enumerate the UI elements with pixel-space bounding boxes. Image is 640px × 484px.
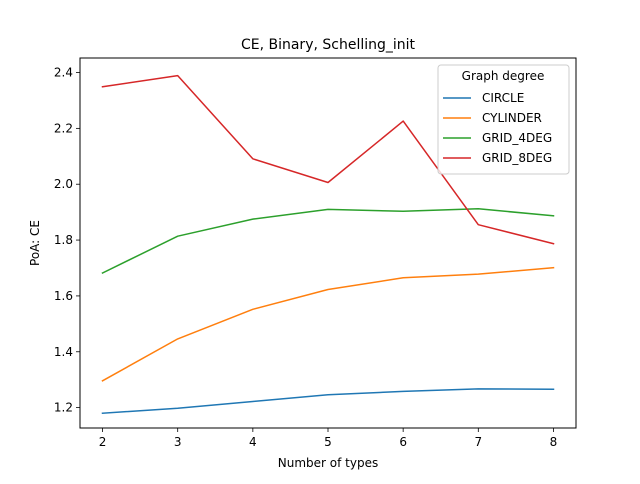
x-axis: 2 3 4 5 6 7 8 [99,428,558,449]
legend-label-grid-8deg: GRID_8DEG [482,151,552,165]
y-tick-label: 2.2 [54,121,73,135]
x-tick-label: 2 [99,435,107,449]
x-axis-label: Number of types [278,456,378,470]
x-tick-label: 5 [324,435,332,449]
x-tick-label: 6 [399,435,407,449]
chart-title: CE, Binary, Schelling_init [241,37,416,53]
y-tick-label: 1.6 [54,289,73,303]
y-axis-label: PoA: CE [28,220,42,266]
x-tick-label: 3 [174,435,182,449]
legend-box [437,64,570,175]
y-tick-label: 2.4 [54,66,73,80]
legend-items: CIRCLE CYLINDER GRID_4DEG GRID_8DEG [443,91,552,165]
legend-title: Graph degree [462,69,545,83]
series-line-circle [101,388,555,414]
x-tick-label: 8 [550,435,558,449]
legend-label-circle: CIRCLE [482,91,524,105]
legend: Graph degree CIRCLE CYLINDER GRID_4DEG GRID… [437,64,570,175]
y-tick-label: 1.4 [54,345,73,359]
x-tick-label: 7 [474,435,482,449]
legend-label-grid-4deg: GRID_4DEG [482,131,552,145]
y-tick-label: 2.0 [54,177,73,191]
series-lines [101,74,555,414]
series-line-cylinder [101,266,555,382]
x-tick-label: 4 [249,435,257,449]
series-line-grid-4deg [101,208,555,275]
series-line-grid-8deg [101,74,555,245]
legend-label-cylinder: CYLINDER [482,111,542,125]
y-axis: 1.2 1.4 1.6 1.8 2.0 2.2 2.4 [54,66,80,415]
y-tick-label: 1.8 [54,233,73,247]
y-tick-label: 1.2 [54,401,73,415]
